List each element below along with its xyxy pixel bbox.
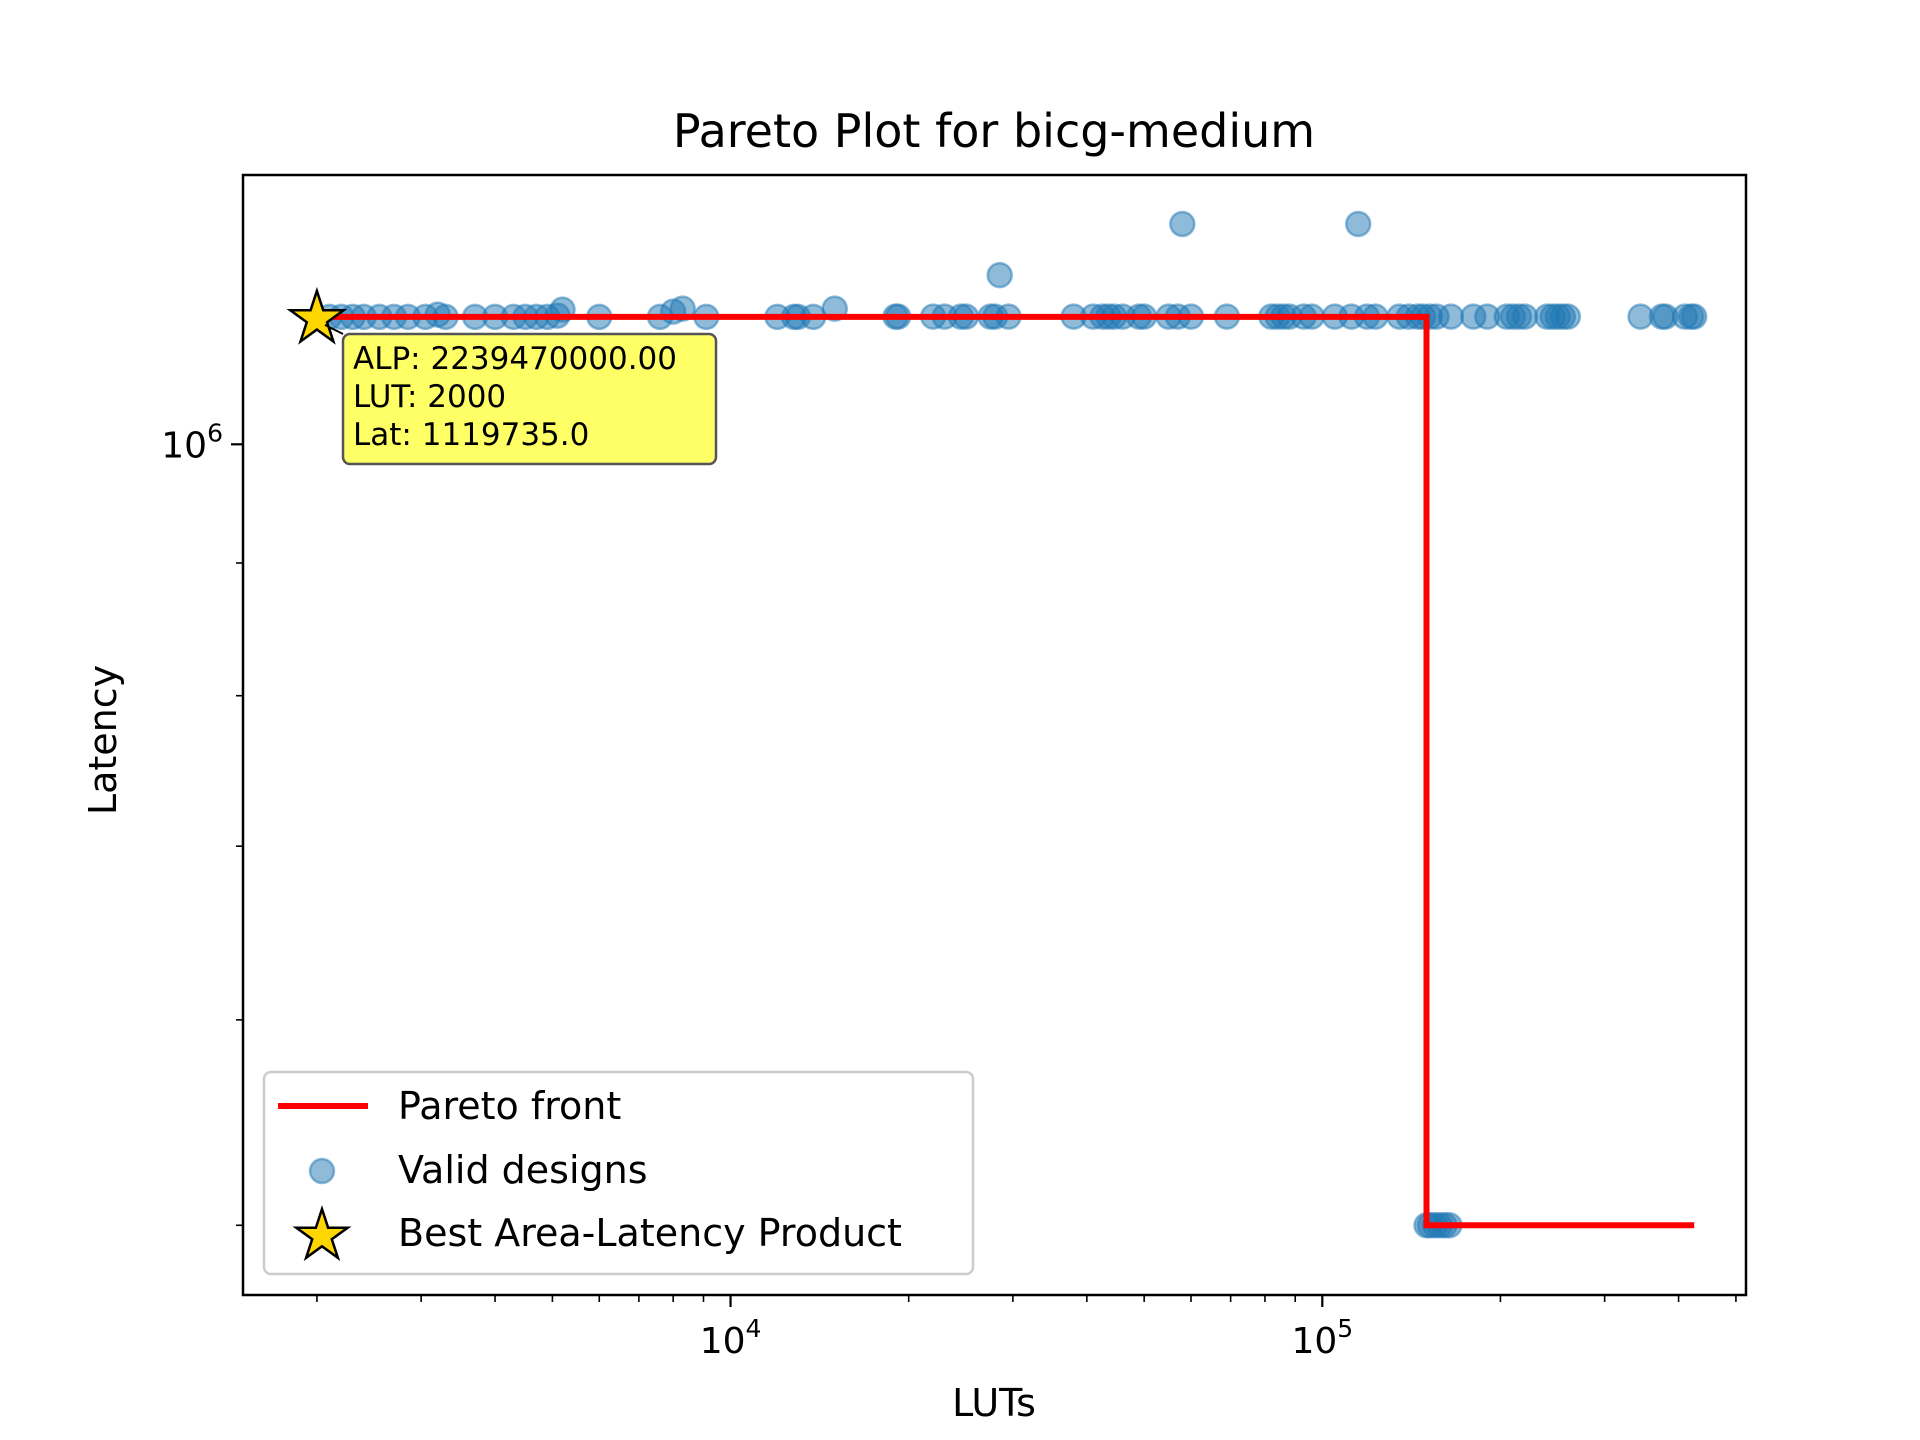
valid-design-point <box>986 261 1013 289</box>
annotation-box <box>341 332 718 466</box>
chart-title: Pareto Plot for bicg-medium <box>673 104 1315 158</box>
valid-design-point <box>1437 303 1465 330</box>
legend-star-swatch <box>292 1204 352 1262</box>
pareto-front-line <box>316 313 1695 1229</box>
legend-pareto-label: Pareto front <box>398 1084 621 1128</box>
valid-design-point <box>1680 303 1708 330</box>
legend: Pareto front Valid designs Best Area-Lat… <box>262 1070 975 1276</box>
valid-design-point <box>1511 303 1539 330</box>
valid-design-point <box>1344 210 1372 238</box>
x-tick-label: 105 <box>1291 1314 1353 1362</box>
valid-design-point <box>1554 303 1582 330</box>
x-tick-label: 104 <box>700 1314 762 1362</box>
annotation-lat: Lat: 1119735.0 <box>353 417 589 453</box>
plot-frame <box>241 173 1748 1297</box>
annotation-arrow <box>324 323 344 335</box>
annotation-alp: ALP: 2239470000.00 <box>353 341 677 377</box>
valid-design-point <box>1169 210 1196 238</box>
legend-box <box>262 1070 975 1276</box>
legend-valid-label: Valid designs <box>398 1148 648 1192</box>
y-tick-label: 106 <box>161 418 223 466</box>
best-alp-annotation: ALP: 2239470000.00 LUT: 2000 Lat: 111973… <box>341 332 718 466</box>
best-alp-star <box>286 286 348 345</box>
legend-star-label: Best Area-Latency Product <box>398 1211 902 1255</box>
best-alp-layer <box>286 286 348 345</box>
pareto-front-layer <box>316 313 1695 1229</box>
legend-valid-swatch <box>308 1157 336 1185</box>
annotation-lut: LUT: 2000 <box>353 379 506 415</box>
y-axis-label: Latency <box>81 665 125 815</box>
axis-ticks: 104 105 106 <box>161 418 1737 1362</box>
x-axis-label: LUTs <box>952 1381 1036 1425</box>
